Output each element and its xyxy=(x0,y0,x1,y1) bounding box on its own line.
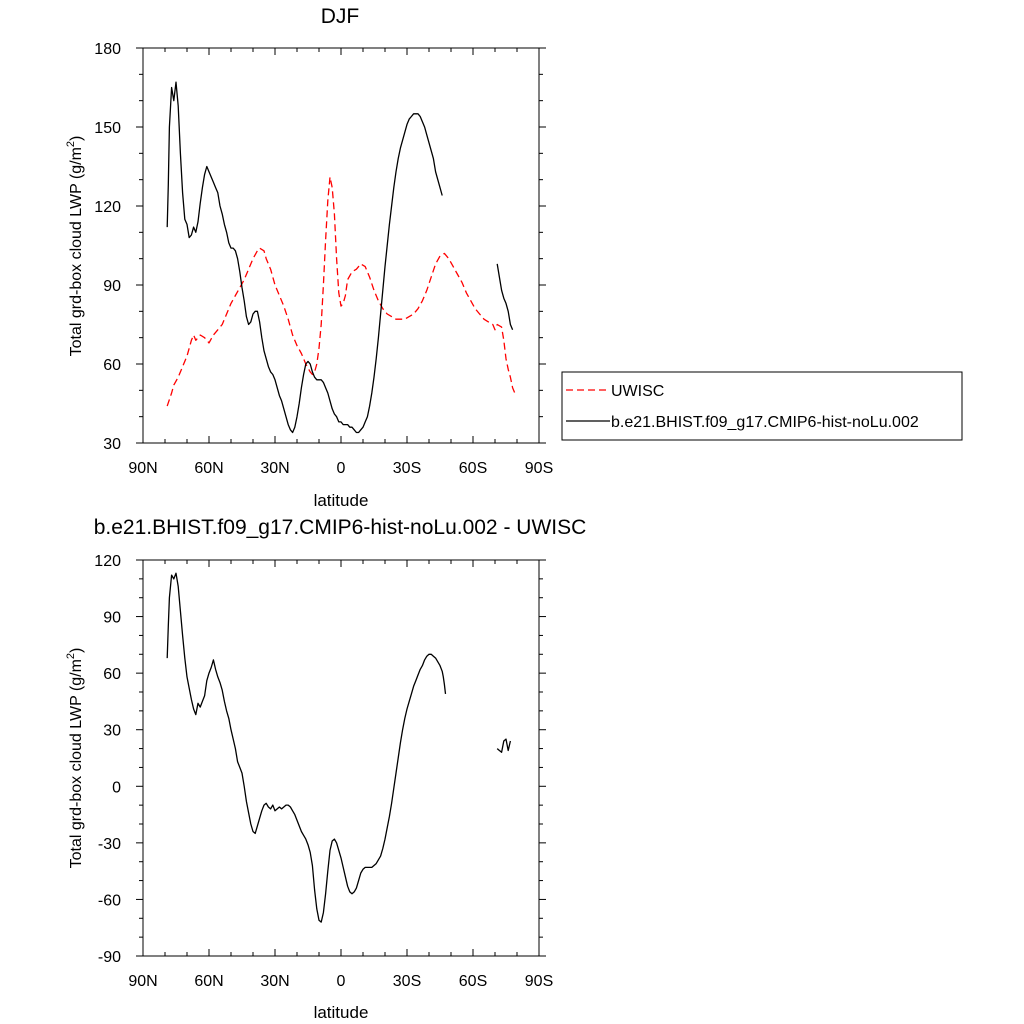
y-tick-label: 90 xyxy=(103,610,121,627)
y-tick-label: -90 xyxy=(98,949,121,966)
y-axis-label-tail: ) xyxy=(68,648,85,653)
x-tick-label: 60N xyxy=(194,460,223,477)
y-axis-label-main: Total grd-box cloud LWP (g/m xyxy=(68,659,85,868)
x-tick-label: 30S xyxy=(393,460,421,477)
y-tick-label: -60 xyxy=(98,892,121,909)
y-tick-label: 120 xyxy=(94,553,121,570)
x-tick-label: 60S xyxy=(459,973,487,990)
x-axis-label: latitude xyxy=(314,491,369,510)
y-axis-label-main: Total grd-box cloud LWP (g/m xyxy=(68,147,85,356)
y-axis-label: Total grd-box cloud LWP (g/m2) xyxy=(65,136,85,357)
y-tick-label: 90 xyxy=(103,278,121,295)
legend-label-model: b.e21.BHIST.f09_g17.CMIP6-hist-noLu.002 xyxy=(611,414,919,431)
chart-title: b.e21.BHIST.f09_g17.CMIP6-hist-noLu.002 … xyxy=(94,516,587,539)
y-tick-label: 30 xyxy=(103,723,121,740)
series-line-model xyxy=(496,738,512,753)
y-tick-label: -30 xyxy=(98,836,121,853)
legend: UWISC b.e21.BHIST.f09_g17.CMIP6-hist-noL… xyxy=(561,371,963,441)
series-lines xyxy=(166,81,516,434)
chart-panel-bottom: b.e21.BHIST.f09_g17.CMIP6-hist-noLu.002 … xyxy=(65,516,586,1022)
plot-area-frame xyxy=(142,559,540,957)
x-tick-label: 30N xyxy=(260,973,289,990)
plot-area-frame xyxy=(142,47,540,444)
series-line-uwisc xyxy=(166,176,516,407)
legend-label-uwisc: UWISC xyxy=(611,383,664,400)
y-axis-label: Total grd-box cloud LWP (g/m2) xyxy=(65,648,85,869)
tick-labels: 90N 60N 30N 0 30S 60S 90S -90 -60 -30 0 30 60 90 120 xyxy=(94,553,553,990)
series-line-model xyxy=(166,81,443,434)
x-tick-label: 60S xyxy=(459,460,487,477)
series-lines xyxy=(166,572,512,923)
x-tick-label: 90N xyxy=(128,460,157,477)
series-line-model xyxy=(166,572,447,923)
y-tick-label: 30 xyxy=(103,436,121,453)
x-tick-label: 30N xyxy=(260,460,289,477)
series-line-model xyxy=(496,263,514,331)
x-tick-label: 0 xyxy=(337,973,346,990)
y-tick-label: 60 xyxy=(103,666,121,683)
y-axis-label-superscript: 2 xyxy=(65,653,77,659)
tick-labels: 90N 60N 30N 0 30S 60S 90S 30 60 90 120 150 180 xyxy=(94,41,553,477)
x-tick-label: 90S xyxy=(525,973,553,990)
chart-panel-top: DJF 90N 60N 30N 0 30S 60S 90S 30 60 90 120 150 180 l… xyxy=(65,5,553,510)
chart-title: DJF xyxy=(321,5,360,28)
y-axis-label-superscript: 2 xyxy=(65,141,77,147)
x-tick-label: 90S xyxy=(525,460,553,477)
x-tick-label: 90N xyxy=(128,973,157,990)
y-tick-label: 150 xyxy=(94,120,121,137)
x-axis-label: latitude xyxy=(314,1003,369,1022)
y-axis-label-tail: ) xyxy=(68,136,85,141)
x-tick-label: 60N xyxy=(194,973,223,990)
x-tick-label: 0 xyxy=(337,460,346,477)
legend-box xyxy=(561,371,963,441)
axis-ticks xyxy=(136,47,546,444)
y-tick-label: 0 xyxy=(112,779,121,796)
x-tick-label: 30S xyxy=(393,973,421,990)
axis-ticks xyxy=(136,559,546,957)
y-tick-label: 180 xyxy=(94,41,121,58)
y-tick-label: 60 xyxy=(103,357,121,374)
y-tick-label: 120 xyxy=(94,199,121,216)
